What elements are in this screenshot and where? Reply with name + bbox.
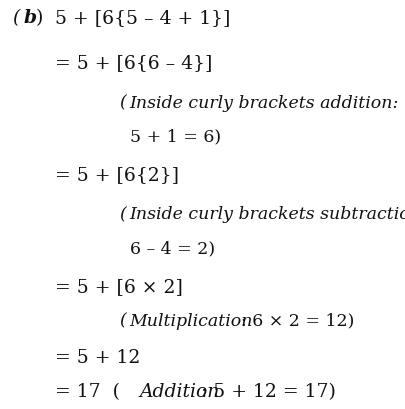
Text: = 17  (: = 17 ( [55, 383, 119, 401]
Text: = 5 + [6{2}]: = 5 + [6{2}] [55, 166, 179, 184]
Text: 5 + [6{5 – 4 + 1}]: 5 + [6{5 – 4 + 1}] [55, 9, 230, 27]
Text: = 5 + [6{6 – 4}]: = 5 + [6{6 – 4}] [55, 54, 212, 72]
Text: = 5 + [6 × 2]: = 5 + [6 × 2] [55, 278, 183, 296]
Text: (: ( [12, 9, 19, 27]
Text: (: ( [119, 206, 126, 223]
Text: Addition: Addition [140, 383, 220, 401]
Text: Inside curly brackets subtraction:: Inside curly brackets subtraction: [130, 206, 405, 223]
Text: 6 – 4 = 2): 6 – 4 = 2) [130, 240, 215, 257]
Text: : 6 × 2 = 12): : 6 × 2 = 12) [241, 312, 354, 330]
Text: = 5 + 12: = 5 + 12 [55, 349, 140, 367]
Text: Multiplication: Multiplication [130, 312, 253, 330]
Text: (: ( [119, 312, 126, 330]
Text: b: b [23, 9, 36, 27]
Text: 5 + 1 = 6): 5 + 1 = 6) [130, 128, 221, 146]
Text: (: ( [119, 94, 126, 112]
Text: Inside curly brackets addition:: Inside curly brackets addition: [130, 94, 399, 112]
Text: : 5 + 12 = 17): : 5 + 12 = 17) [201, 383, 336, 401]
Text: ): ) [36, 9, 43, 27]
